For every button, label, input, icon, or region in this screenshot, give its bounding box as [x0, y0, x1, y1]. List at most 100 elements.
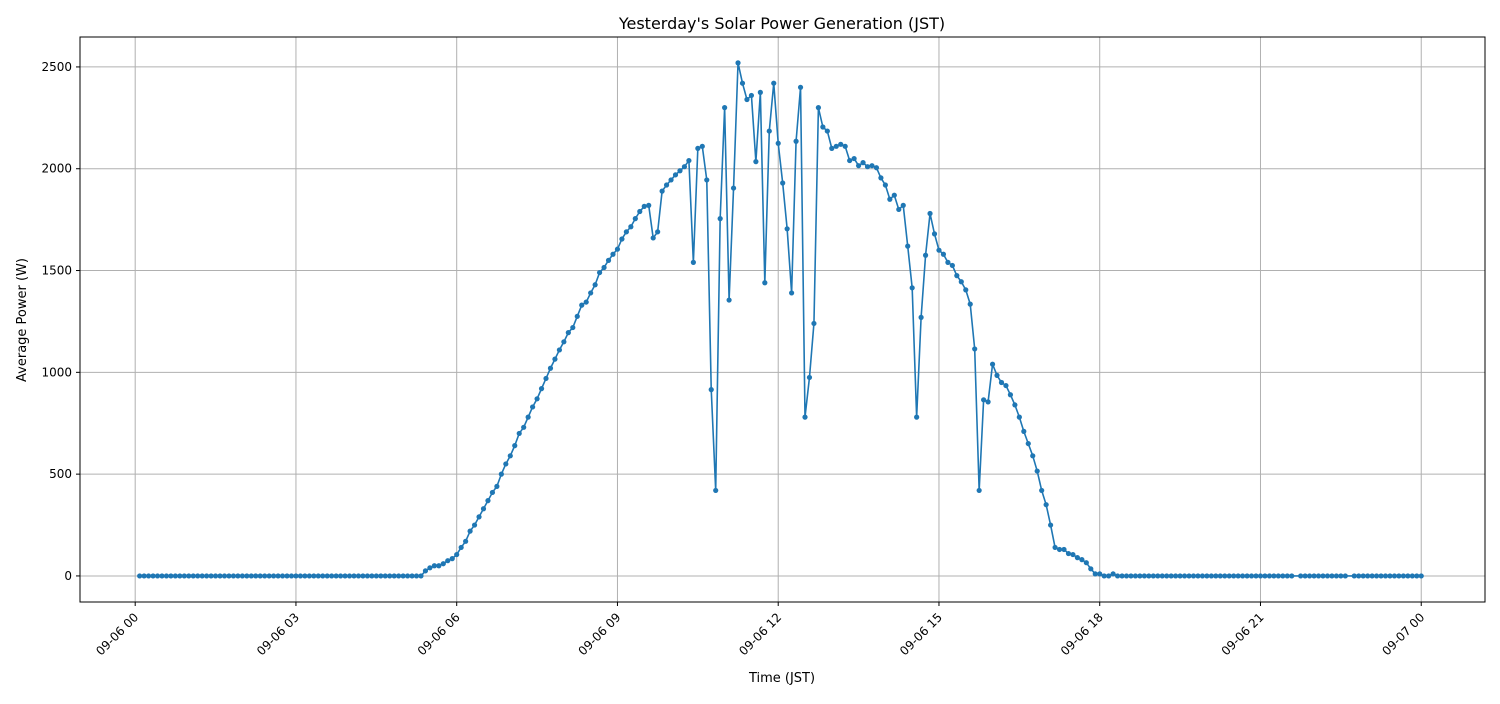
data-point — [1030, 453, 1036, 459]
x-tick-label: 09-07 00 — [1379, 610, 1427, 658]
data-point — [1007, 392, 1014, 398]
data-point — [333, 573, 339, 579]
data-point — [726, 297, 732, 303]
data-point — [1092, 571, 1098, 577]
data-point — [391, 573, 397, 579]
data-point — [422, 568, 429, 574]
data-point — [1021, 428, 1027, 434]
data-point — [172, 573, 178, 579]
data-point — [1132, 573, 1139, 579]
data-point — [1119, 573, 1125, 579]
data-point — [628, 224, 634, 230]
data-point — [440, 561, 446, 567]
data-point — [690, 259, 696, 265]
data-point — [1208, 573, 1214, 579]
data-point — [163, 573, 170, 579]
data-point — [360, 573, 366, 579]
data-point — [1400, 573, 1406, 579]
data-point — [820, 124, 826, 130]
data-point — [543, 375, 549, 382]
data-point — [1240, 573, 1246, 579]
data-point — [1065, 550, 1072, 557]
data-point — [485, 498, 491, 504]
data-point — [963, 287, 969, 293]
data-point — [186, 573, 192, 579]
data-point — [619, 236, 625, 242]
data-point — [427, 565, 433, 571]
data-point — [221, 573, 228, 579]
data-point — [976, 487, 982, 494]
data-point — [1052, 544, 1058, 551]
data-point — [1097, 571, 1103, 577]
data-point — [177, 573, 183, 579]
data-point — [1159, 573, 1165, 579]
x-tick-label: 09-06 18 — [1058, 610, 1106, 658]
data-point — [784, 226, 790, 232]
data-point — [574, 313, 580, 319]
data-point — [596, 269, 603, 276]
data-point — [659, 188, 665, 194]
data-point — [1351, 573, 1357, 579]
data-point — [1360, 573, 1366, 579]
grid-lines — [80, 37, 1485, 602]
data-point — [1186, 573, 1192, 579]
data-point — [1333, 573, 1339, 579]
data-point — [195, 573, 201, 579]
data-point — [137, 573, 143, 579]
data-point — [1262, 573, 1268, 579]
data-point — [382, 573, 388, 579]
data-point — [1213, 573, 1219, 579]
data-point — [882, 182, 888, 188]
data-point — [1275, 573, 1281, 579]
data-point — [936, 247, 942, 253]
x-tick-label: 09-06 21 — [1219, 610, 1267, 658]
data-point — [342, 573, 348, 579]
data-point — [181, 573, 187, 579]
data-point — [1324, 573, 1331, 579]
data-point — [811, 320, 817, 327]
data-point — [744, 96, 750, 103]
data-point — [1123, 573, 1130, 579]
data-point — [498, 471, 504, 477]
data-point — [847, 157, 853, 164]
y-tick-label: 0 — [64, 569, 72, 583]
data-point — [315, 573, 321, 579]
data-point — [695, 145, 701, 151]
data-point — [1414, 573, 1420, 579]
data-point — [1114, 573, 1121, 579]
data-point — [940, 251, 947, 257]
data-point — [632, 216, 638, 222]
data-point — [404, 573, 411, 579]
data-point — [284, 573, 290, 579]
data-point — [1195, 573, 1201, 579]
data-point — [753, 159, 759, 165]
data-point — [355, 573, 362, 579]
y-tick-label: 1000 — [41, 365, 72, 379]
data-point — [967, 301, 973, 307]
data-point — [1373, 573, 1380, 579]
data-point — [860, 160, 866, 166]
data-point — [614, 246, 621, 252]
data-point — [851, 155, 857, 162]
data-point — [1056, 546, 1063, 553]
data-point — [1146, 573, 1152, 579]
data-point — [1235, 573, 1241, 579]
data-point — [521, 424, 527, 430]
data-point — [1070, 551, 1076, 558]
data-point — [655, 229, 661, 235]
data-point — [369, 573, 375, 579]
data-point — [516, 430, 522, 437]
data-point — [713, 487, 719, 494]
data-point — [708, 387, 714, 393]
data-point — [489, 489, 496, 496]
data-point — [954, 273, 960, 279]
data-point — [378, 573, 384, 579]
data-point — [730, 185, 737, 191]
data-point — [364, 573, 370, 579]
data-point — [530, 404, 536, 410]
data-point — [279, 573, 286, 579]
data-point — [1329, 573, 1335, 579]
data-point — [244, 573, 250, 579]
data-point — [257, 573, 263, 579]
data-point — [449, 556, 455, 562]
